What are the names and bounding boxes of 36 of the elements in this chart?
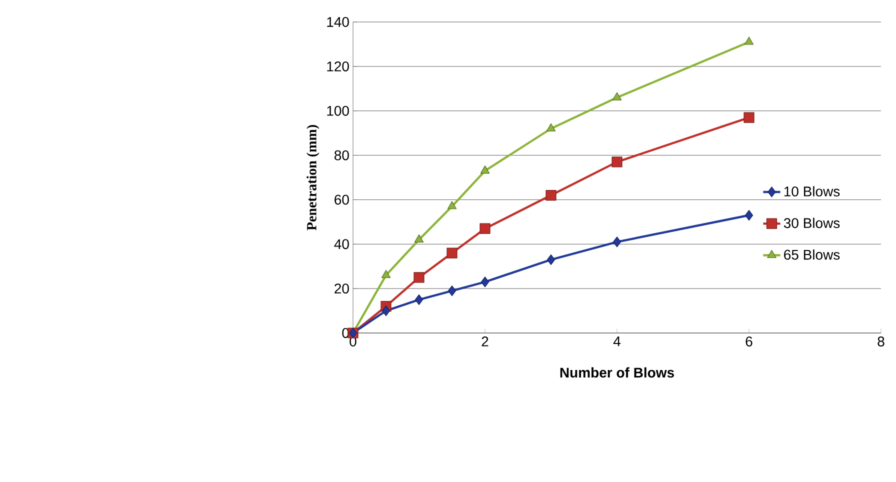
y-tick-label: 120 — [327, 61, 349, 72]
point — [448, 285, 456, 296]
point — [744, 112, 754, 123]
point — [414, 294, 424, 305]
x-axis-title: Number of Blows — [560, 367, 674, 378]
point — [382, 305, 390, 316]
point — [414, 234, 424, 242]
point — [546, 254, 556, 265]
legend-label: 65 Blows — [784, 249, 840, 260]
point — [546, 190, 556, 201]
point — [414, 272, 424, 283]
y-tick-label: 60 — [334, 194, 349, 205]
point — [446, 248, 458, 258]
point — [612, 156, 622, 168]
y-tick-label: 100 — [327, 106, 349, 116]
y-axis-title: Penetration (mm) — [306, 125, 320, 230]
x-tick-label: 6 — [746, 336, 752, 346]
x-tick-label: 8 — [878, 336, 884, 346]
point — [381, 270, 391, 278]
y-tick-label: 40 — [334, 239, 349, 250]
legend-label: 10 Blows — [784, 186, 840, 196]
legend-label: 30 Blows — [784, 218, 840, 228]
y-tick-label: 140 — [327, 17, 349, 27]
point — [480, 166, 490, 174]
x-tick-label: 4 — [613, 336, 620, 346]
y-tick-label: 20 — [334, 284, 349, 294]
point — [480, 223, 490, 234]
point — [447, 201, 457, 210]
point — [744, 210, 754, 221]
point — [612, 92, 622, 100]
point — [612, 236, 622, 248]
y-tick-label: 80 — [334, 150, 349, 160]
x-tick-label: 2 — [482, 336, 488, 346]
point — [546, 123, 556, 132]
point — [744, 36, 754, 45]
point — [480, 276, 490, 288]
